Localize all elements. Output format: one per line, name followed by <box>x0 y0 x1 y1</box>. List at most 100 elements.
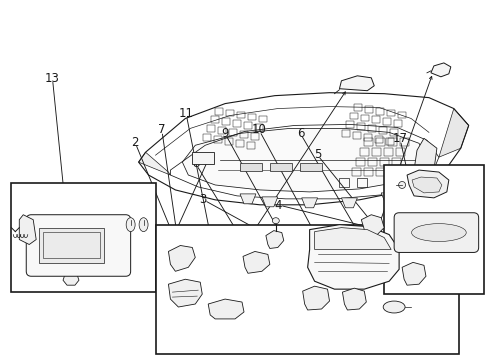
Polygon shape <box>381 193 396 203</box>
Bar <box>254 125 263 131</box>
Bar <box>203 134 211 141</box>
Ellipse shape <box>139 218 148 231</box>
Bar <box>237 112 244 118</box>
Bar <box>375 108 384 114</box>
Bar <box>155 225 458 354</box>
Polygon shape <box>208 299 244 319</box>
Text: 11: 11 <box>178 107 193 120</box>
Text: 19: 19 <box>404 165 419 177</box>
Bar <box>395 148 404 156</box>
Bar <box>386 109 394 117</box>
Polygon shape <box>341 198 357 208</box>
Text: 16: 16 <box>334 324 348 337</box>
Bar <box>342 130 350 137</box>
Polygon shape <box>240 194 255 204</box>
Bar <box>356 158 365 166</box>
Bar <box>11 183 155 292</box>
Bar <box>383 118 390 125</box>
Bar <box>218 127 225 134</box>
Bar <box>299 163 321 171</box>
Bar <box>384 165 483 294</box>
Bar <box>250 133 258 140</box>
Bar <box>240 163 262 171</box>
Polygon shape <box>19 215 36 244</box>
Bar <box>391 158 400 166</box>
Bar <box>387 168 396 176</box>
Bar <box>246 142 254 149</box>
Bar <box>360 148 368 156</box>
Ellipse shape <box>272 218 279 224</box>
Polygon shape <box>406 170 448 198</box>
Bar <box>236 140 244 147</box>
Text: 13: 13 <box>45 72 60 85</box>
Text: 5: 5 <box>313 148 321 162</box>
Bar <box>240 131 247 138</box>
FancyBboxPatch shape <box>393 213 478 252</box>
Ellipse shape <box>126 218 135 231</box>
Bar <box>233 121 241 127</box>
Text: 8: 8 <box>192 157 199 170</box>
Bar <box>222 118 230 125</box>
Bar <box>228 129 237 136</box>
Polygon shape <box>302 286 329 310</box>
Bar <box>224 138 233 145</box>
Bar <box>374 136 383 143</box>
Text: 14: 14 <box>88 215 103 228</box>
Polygon shape <box>301 198 317 208</box>
Polygon shape <box>63 274 79 285</box>
Bar <box>346 121 354 129</box>
Polygon shape <box>314 228 390 249</box>
Bar <box>389 129 397 136</box>
Bar <box>367 125 375 132</box>
Bar <box>393 121 401 127</box>
Bar <box>397 112 405 118</box>
Bar <box>211 117 219 123</box>
Bar <box>353 132 361 139</box>
Bar <box>352 168 361 176</box>
Polygon shape <box>182 129 426 192</box>
Text: 15: 15 <box>178 327 193 340</box>
Bar <box>354 104 362 111</box>
Text: 6: 6 <box>296 127 304 140</box>
Bar <box>364 134 371 141</box>
Polygon shape <box>411 177 441 193</box>
Bar <box>39 228 103 264</box>
Bar <box>43 231 100 258</box>
Bar <box>380 158 388 166</box>
Text: 12: 12 <box>38 224 53 237</box>
Text: 7: 7 <box>158 123 165 136</box>
Bar <box>365 105 372 113</box>
Text: 2: 2 <box>131 136 139 149</box>
Polygon shape <box>243 251 269 273</box>
Polygon shape <box>168 279 202 307</box>
Ellipse shape <box>411 224 465 242</box>
Polygon shape <box>401 262 425 285</box>
Text: 18: 18 <box>402 190 416 203</box>
Bar <box>364 138 372 146</box>
Bar <box>244 122 251 129</box>
Bar <box>387 138 396 146</box>
Bar <box>207 125 215 132</box>
Bar <box>258 116 266 122</box>
Text: 3: 3 <box>199 193 206 206</box>
Polygon shape <box>413 138 436 182</box>
Polygon shape <box>361 215 384 235</box>
Bar <box>214 136 222 143</box>
FancyBboxPatch shape <box>26 215 130 276</box>
Bar <box>192 152 214 164</box>
Ellipse shape <box>383 301 404 313</box>
Bar <box>357 123 365 130</box>
Ellipse shape <box>398 181 405 188</box>
Polygon shape <box>339 76 373 91</box>
Text: 17: 17 <box>392 132 407 145</box>
Bar <box>399 138 408 146</box>
Polygon shape <box>342 288 366 310</box>
Bar <box>225 109 234 117</box>
Polygon shape <box>307 225 398 289</box>
Polygon shape <box>262 197 277 207</box>
Bar <box>379 127 386 134</box>
Text: 4: 4 <box>274 198 282 212</box>
Bar <box>269 163 291 171</box>
Bar <box>247 113 255 121</box>
Bar <box>357 178 366 187</box>
